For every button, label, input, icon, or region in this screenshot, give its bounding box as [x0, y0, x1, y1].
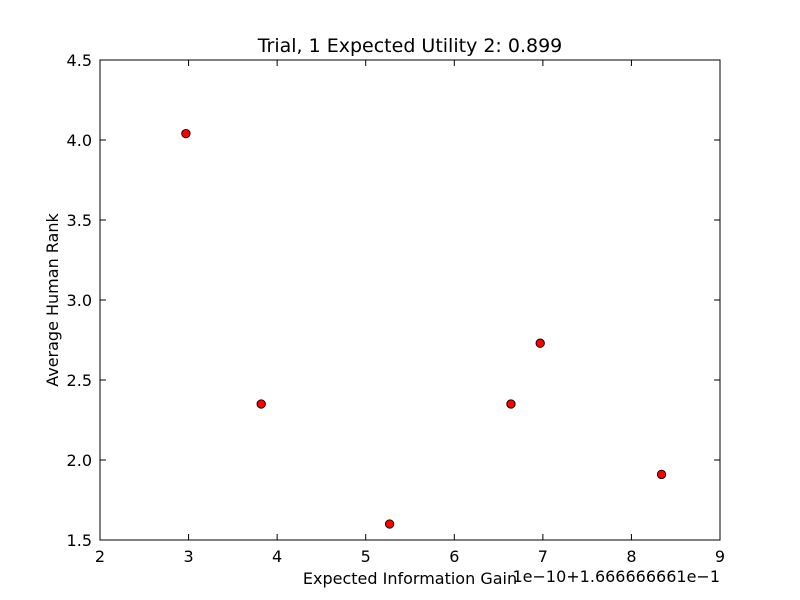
plot-frame: [99, 59, 721, 541]
plot-area: 2 3 4 5 6 7 8 9 1.5 2.0 2.5 3.0 3.5 4.0 4.5: [67, 51, 726, 566]
x-tick-label: 3: [183, 547, 193, 566]
data-point: [384, 519, 395, 529]
y-tick-label: 4.0: [67, 131, 92, 150]
y-tick-label: 1.5: [67, 531, 92, 550]
x-axis-offset-label: 1e−10+1.666666661e−1: [512, 567, 720, 586]
y-tick-label: 3.0: [67, 291, 92, 310]
data-point: [181, 128, 191, 139]
y-tick-label: 3.5: [67, 211, 92, 230]
x-tick-label: 4: [272, 547, 282, 566]
chart-title: Trial, 1 Expected Utility 2: 0.899: [257, 35, 563, 57]
x-axis-label: Expected Information Gain: [303, 569, 517, 588]
x-tick-label: 8: [626, 547, 636, 566]
x-tick-label: 7: [538, 547, 548, 566]
y-tick-label: 2.0: [67, 451, 92, 470]
x-tick-label: 6: [449, 547, 459, 566]
data-point: [506, 399, 516, 409]
y-tick-label: 4.5: [67, 51, 92, 70]
x-tick-label: 5: [361, 547, 371, 566]
x-tick-label: 2: [95, 547, 105, 566]
x-tick-label: 9: [715, 547, 725, 566]
data-point: [256, 399, 266, 409]
y-axis-label: Average Human Rank: [43, 212, 62, 386]
y-tick-label: 2.5: [67, 371, 92, 390]
data-point: [656, 469, 667, 480]
data-point: [535, 338, 545, 348]
